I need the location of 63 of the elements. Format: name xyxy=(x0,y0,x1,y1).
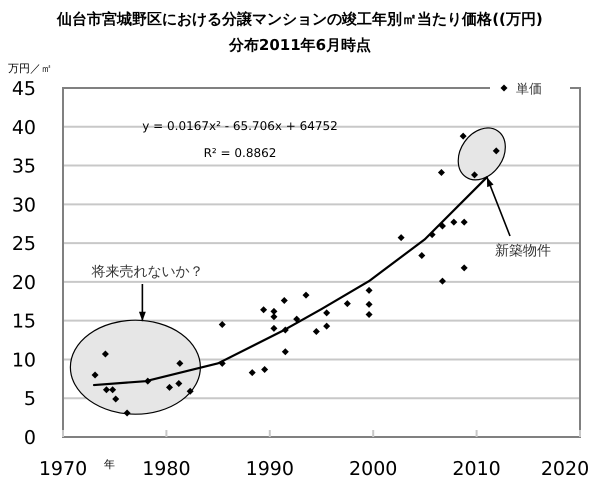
point xyxy=(293,316,300,323)
point xyxy=(175,380,182,387)
point xyxy=(92,371,99,378)
point xyxy=(186,388,194,395)
point xyxy=(312,328,320,336)
point xyxy=(366,286,373,294)
y-axis-title: 万円／㎡ xyxy=(8,62,52,75)
y-tick-label: 40 xyxy=(12,116,36,139)
point xyxy=(261,366,268,374)
point xyxy=(280,297,288,304)
point xyxy=(323,309,330,316)
point xyxy=(438,222,446,230)
point xyxy=(218,321,226,328)
point xyxy=(176,360,184,367)
point xyxy=(418,252,426,260)
point xyxy=(112,396,120,402)
x-tick-label: 1990 xyxy=(246,458,294,480)
y-tick-label: 30 xyxy=(12,194,36,216)
x-tick-label: 2000 xyxy=(349,458,398,480)
point xyxy=(270,313,278,320)
y-tick-label: 35 xyxy=(12,156,36,178)
point xyxy=(270,324,278,332)
point xyxy=(366,310,373,318)
point xyxy=(460,264,468,272)
point xyxy=(366,300,373,308)
point xyxy=(124,409,131,416)
x-tick-label: 1970 xyxy=(38,458,88,480)
point xyxy=(323,322,330,330)
point xyxy=(109,386,116,394)
point xyxy=(302,292,310,299)
point xyxy=(460,218,468,226)
point xyxy=(492,147,500,154)
y-tick-label: 15 xyxy=(12,310,36,333)
annotation: 新築物件 xyxy=(495,243,551,259)
y-tick-label: 20 xyxy=(12,272,36,294)
legend-label: 単価 xyxy=(516,82,542,97)
point xyxy=(460,132,467,140)
x-tick-label: 1980 xyxy=(142,458,191,480)
y-tick-label: 5 xyxy=(24,388,36,410)
point xyxy=(270,308,278,315)
point xyxy=(471,171,478,178)
point xyxy=(260,306,268,314)
y-tick-label: 25 xyxy=(12,233,36,256)
chart-title: 仙台市宮城野区における分譲マンションの竣工年別㎡当たり価格((万円)分布2011年6月時点 xyxy=(56,10,543,54)
point xyxy=(248,369,256,376)
annotation: 将来売れないか？ xyxy=(90,264,204,280)
point xyxy=(344,300,351,308)
y-tick-label: 10 xyxy=(12,349,36,372)
x-tick-label: 2010 xyxy=(452,458,501,480)
x-tick-label: 2020 xyxy=(540,458,590,480)
point xyxy=(102,350,109,358)
y-tick-label: 0 xyxy=(24,427,36,449)
x-axis-title: 年 xyxy=(104,458,115,471)
point xyxy=(438,278,446,285)
point xyxy=(450,218,458,226)
annotation: y = 0.0167x² - 65.706x + 64752 xyxy=(142,119,338,133)
point xyxy=(438,169,445,176)
point xyxy=(398,234,405,242)
point xyxy=(166,384,173,391)
annotation: R² = 0.8862 xyxy=(204,146,276,160)
y-tick-label: 45 xyxy=(12,78,36,100)
point xyxy=(282,348,289,356)
point xyxy=(102,386,110,394)
